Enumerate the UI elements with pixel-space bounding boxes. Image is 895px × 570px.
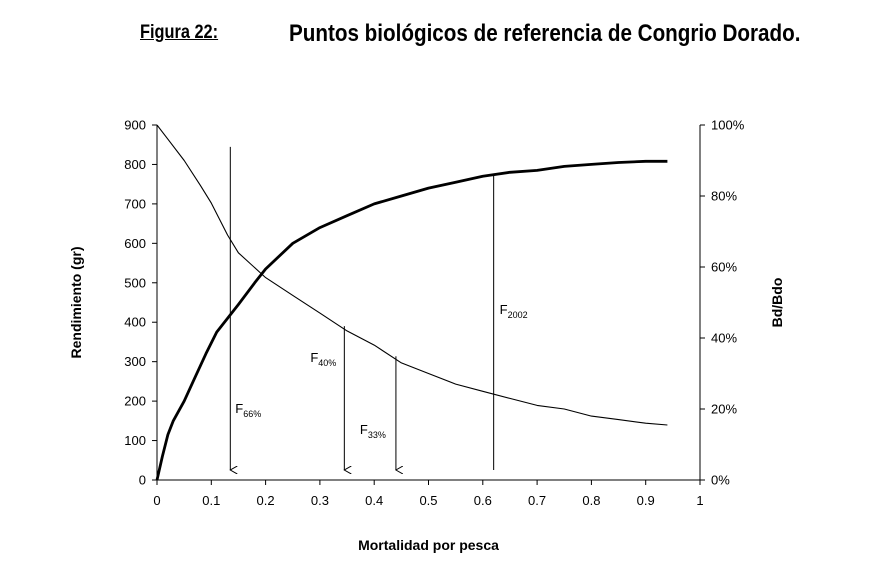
y-left-tick-label: 400 bbox=[124, 315, 146, 330]
y-left-tick-label: 600 bbox=[124, 236, 146, 251]
ref-label-main: F bbox=[500, 302, 508, 317]
y-right-tick-label: 100% bbox=[711, 118, 745, 133]
ref-label-main: F bbox=[310, 350, 318, 365]
biomass-ratio-curve bbox=[156, 124, 668, 426]
x-tick-label: 0.2 bbox=[257, 493, 275, 508]
x-tick-label: 0.6 bbox=[474, 493, 492, 508]
y-left-tick-label: 200 bbox=[124, 394, 146, 409]
x-tick-label: 0.8 bbox=[582, 493, 600, 508]
x-tick-label: 0.7 bbox=[528, 493, 546, 508]
ref-label-main: F bbox=[360, 422, 368, 437]
y-left-tick-label: 800 bbox=[124, 157, 146, 172]
x-tick-label: 0.4 bbox=[365, 493, 383, 508]
y-left-tick-label: 900 bbox=[124, 118, 146, 133]
x-axis-title: Mortalidad por pesca bbox=[358, 537, 499, 553]
figure-label: Figura 22: bbox=[140, 22, 219, 43]
y-right-tick-label: 20% bbox=[711, 402, 737, 417]
y-right-tick-label: 0% bbox=[711, 473, 730, 488]
ref-label-subscript: 66% bbox=[243, 409, 261, 419]
x-tick-label: 0.5 bbox=[419, 493, 437, 508]
ref-label-subscript: 33% bbox=[368, 430, 386, 440]
y-right-tick-label: 80% bbox=[711, 189, 737, 204]
ref-label-f66: F66% bbox=[235, 401, 261, 419]
ref-label-subscript: 40% bbox=[318, 358, 336, 368]
x-tick-label: 0 bbox=[153, 493, 160, 508]
ref-label-subscript: 2002 bbox=[508, 310, 528, 320]
y-left-tick-label: 700 bbox=[124, 196, 146, 211]
y-right-tick-label: 40% bbox=[711, 331, 737, 346]
ref-label-main: F bbox=[235, 401, 243, 416]
ref-label-f2002: F2002 bbox=[500, 302, 528, 320]
y-left-tick-label: 300 bbox=[124, 354, 146, 369]
y-left-tick-label: 100 bbox=[124, 433, 146, 448]
y-axis-left-title: Rendimiento (gr) bbox=[68, 247, 84, 359]
x-tick-label: 1 bbox=[696, 493, 703, 508]
y-right-tick-label: 60% bbox=[711, 260, 737, 275]
y-axis-right-title: Bd/Bdo bbox=[769, 278, 785, 328]
ref-label-f40: F40% bbox=[310, 350, 336, 368]
y-left-tick-label: 500 bbox=[124, 275, 146, 290]
yield-curve bbox=[155, 159, 668, 481]
x-tick-label: 0.3 bbox=[311, 493, 329, 508]
ref-label-f33: F33% bbox=[360, 422, 386, 440]
figure-title: Puntos biológicos de referencia de Congr… bbox=[289, 20, 801, 47]
x-tick-label: 0.9 bbox=[637, 493, 655, 508]
x-tick-label: 0.1 bbox=[202, 493, 220, 508]
y-left-tick-label: 0 bbox=[139, 473, 146, 488]
